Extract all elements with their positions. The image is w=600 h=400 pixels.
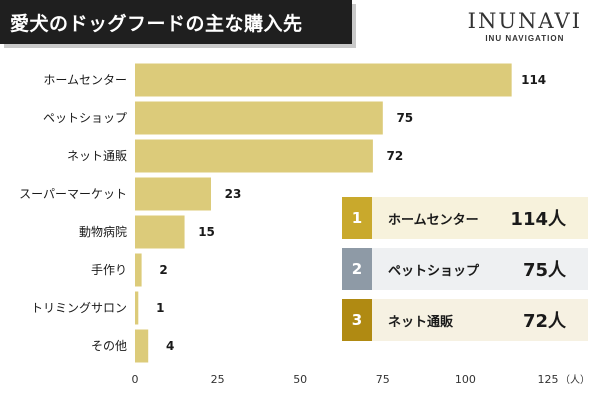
x-tick-label: 125 <box>538 373 559 386</box>
value-label: 1 <box>156 301 164 315</box>
category-label: 手作り <box>91 263 127 277</box>
rank-number-badge: 3 <box>342 299 372 341</box>
category-label: スーパーマーケット <box>19 187 127 201</box>
rank-number-badge: 2 <box>342 248 372 290</box>
rank-number-badge: 1 <box>342 197 372 239</box>
value-label: 72 <box>387 149 404 163</box>
value-label: 23 <box>225 187 242 201</box>
rank-name: ペットショップ <box>372 248 523 290</box>
rank-value: 72人 <box>522 299 588 341</box>
category-label: ペットショップ <box>43 111 127 125</box>
value-label: 4 <box>166 339 174 353</box>
category-label: ホームセンター <box>43 73 127 87</box>
x-tick-label: 100 <box>455 373 476 386</box>
ranking-item-3: 3 ネット通販 72人 <box>342 299 588 341</box>
category-label: トリミングサロン <box>31 301 127 315</box>
bar <box>135 101 383 135</box>
x-tick-label: 75 <box>376 373 390 386</box>
value-label: 15 <box>198 225 215 239</box>
brand-logo: INUNAVI INU NAVIGATION <box>468 10 582 43</box>
bar <box>135 177 211 211</box>
chart-title-banner: 愛犬のドッグフードの主な購入先 <box>0 0 352 44</box>
value-label: 75 <box>396 111 413 125</box>
value-label: 2 <box>159 263 167 277</box>
x-tick-label: 0 <box>132 373 139 386</box>
x-tick-label: 25 <box>211 373 225 386</box>
chart-title: 愛犬のドッグフードの主な購入先 <box>10 12 303 35</box>
bar <box>135 329 149 363</box>
rank-value: 75人 <box>522 248 588 290</box>
bar <box>135 139 373 173</box>
brand-name: INUNAVI <box>467 9 582 33</box>
bar <box>135 291 139 325</box>
category-label: 動物病院 <box>79 224 127 239</box>
bar <box>135 253 142 287</box>
brand-subtitle: INU NAVIGATION <box>485 34 565 43</box>
rank-name: ネット通販 <box>372 299 523 341</box>
unit-label: （人） <box>560 374 590 386</box>
category-label: ネット通販 <box>67 149 127 163</box>
rank-value: 114人 <box>510 197 588 239</box>
bar <box>135 215 185 249</box>
ranking-item-1: 1 ホームセンター 114人 <box>342 197 588 239</box>
category-label: その他 <box>91 339 127 353</box>
bar <box>135 63 512 97</box>
value-label: 114 <box>521 73 546 87</box>
ranking-item-2: 2 ペットショップ 75人 <box>342 248 588 290</box>
x-tick-label: 50 <box>293 373 307 386</box>
rank-name: ホームセンター <box>372 197 511 239</box>
